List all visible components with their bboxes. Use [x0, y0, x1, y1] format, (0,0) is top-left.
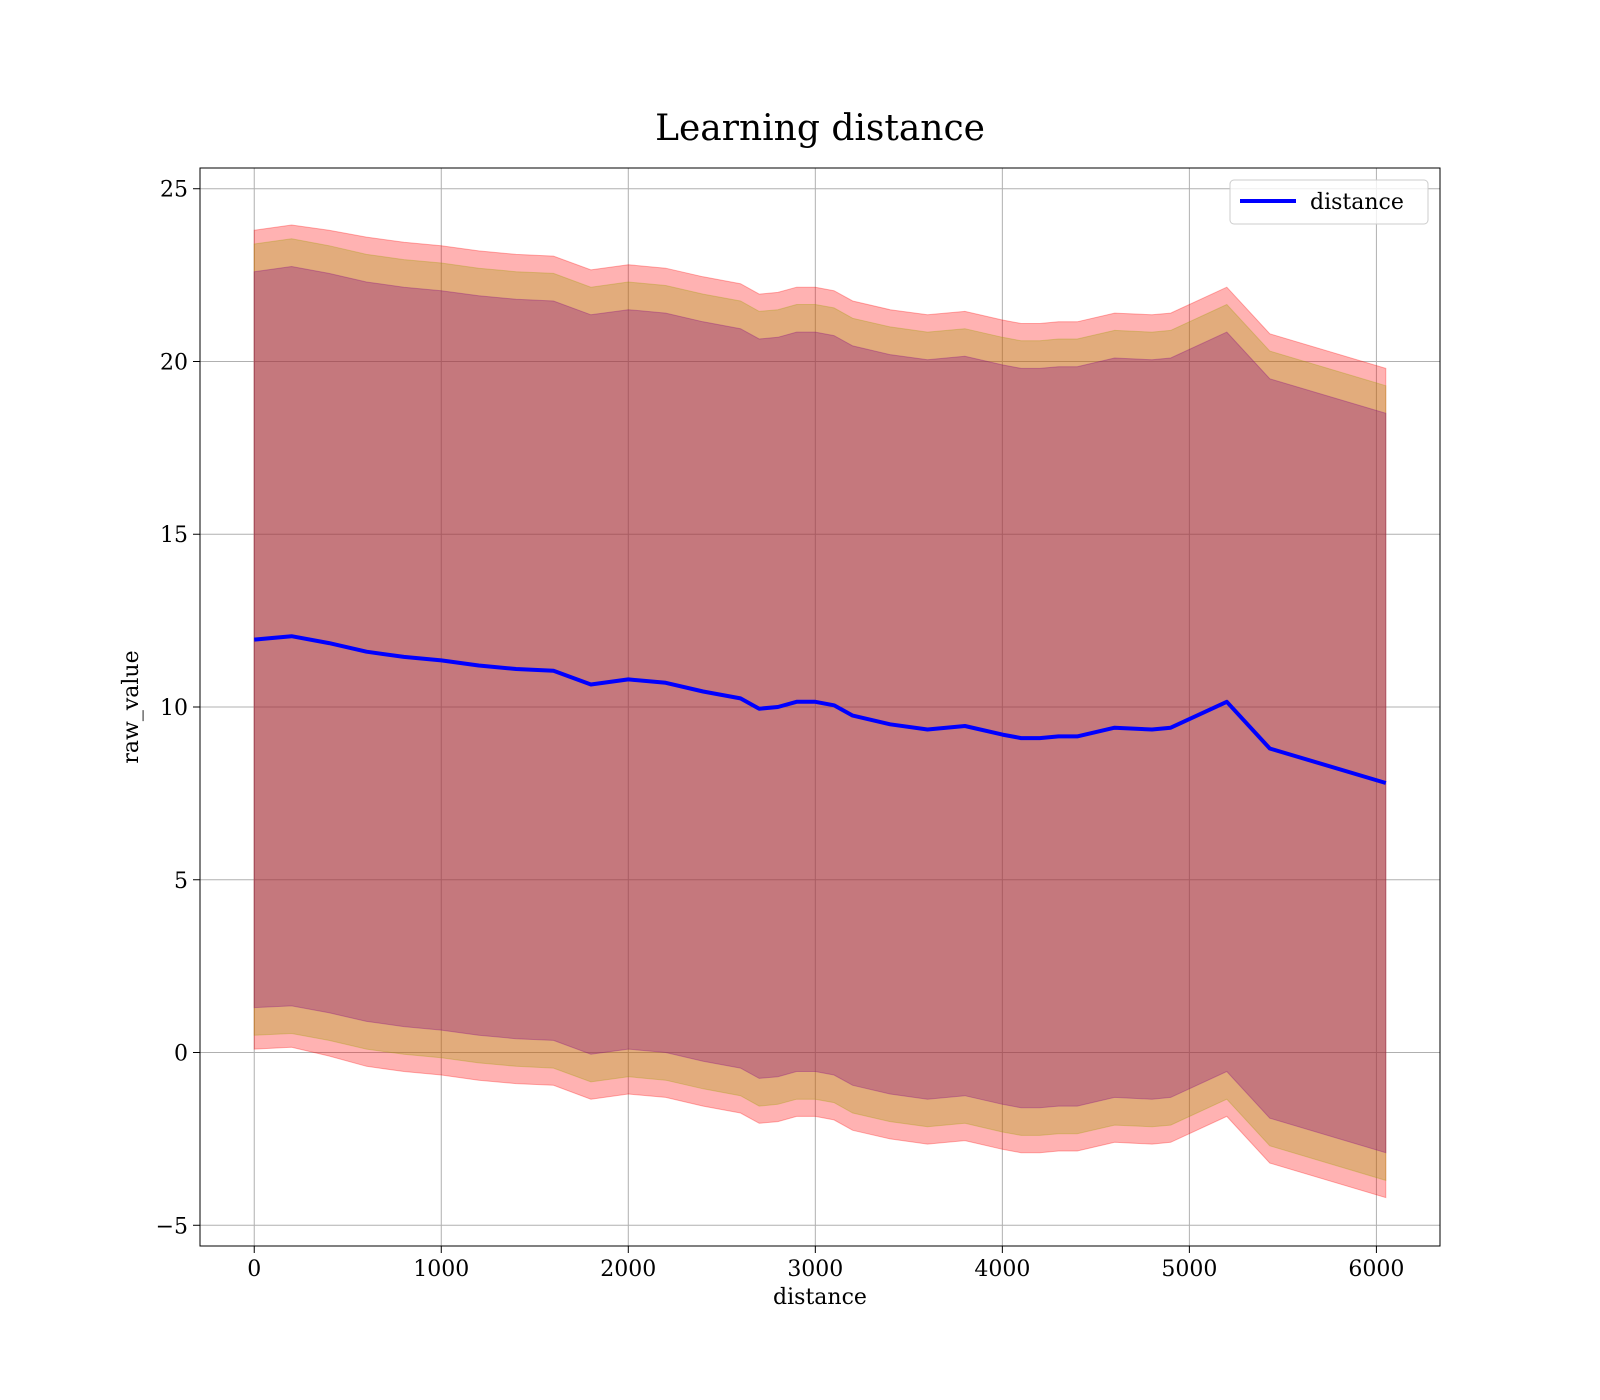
legend: distance: [1229, 179, 1429, 225]
legend-box: [1229, 179, 1429, 225]
legend-label-distance: distance: [1310, 190, 1404, 215]
series-lines: [254, 634, 1387, 785]
y-tick-label: −5: [156, 1214, 188, 1239]
x-tick-label: 6000: [1348, 1257, 1404, 1282]
plot-frame: [199, 167, 1441, 1247]
band-outer: [253, 224, 1387, 1199]
y-tick-label: 0: [174, 1042, 188, 1067]
x-tick-label: 3000: [787, 1257, 843, 1282]
y-tick-label: 10: [160, 696, 188, 721]
x-tick-label: 5000: [1161, 1257, 1217, 1282]
y-tick-label: 5: [174, 869, 188, 894]
y-tick-label: 15: [160, 523, 188, 548]
x-tick-label: 2000: [600, 1257, 656, 1282]
x-axis-label: distance: [773, 1285, 867, 1310]
confidence-bands: [253, 224, 1387, 1199]
y-tick-label: 25: [160, 178, 188, 203]
x-tick-label: 1000: [413, 1257, 469, 1282]
chart-title: Learning distance: [655, 108, 985, 149]
y-tick-label: 20: [160, 350, 188, 375]
y-axis-label: raw_value: [119, 650, 144, 763]
band-middle: [253, 238, 1387, 1182]
x-tick-label: 4000: [974, 1257, 1030, 1282]
axis-ticks: 0 1000 2000 3000 4000 5000 6000 −5 0 5 10 15 20 25: [156, 178, 1405, 1282]
series-line-distance: [254, 634, 1387, 785]
x-tick-label: 0: [247, 1257, 261, 1282]
band-inner: [253, 265, 1387, 1154]
